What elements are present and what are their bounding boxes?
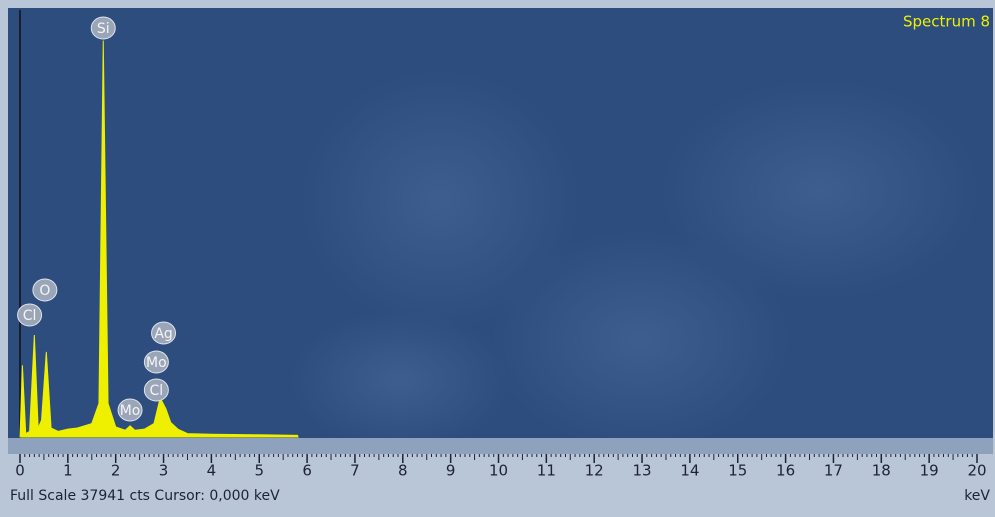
x-tick-label: 5 <box>254 462 264 480</box>
annotation-label: Mo <box>146 355 167 371</box>
annotation-label: Si <box>97 21 110 37</box>
annotation-label: Cl <box>23 308 37 324</box>
annotation-label: Cl <box>150 383 164 399</box>
axis-band <box>8 438 993 454</box>
chart: Spectrum 8 Full Scale 37941 cts Cursor: … <box>0 0 995 517</box>
footer-info: Full Scale 37941 cts Cursor: 0,000 keV <box>10 488 280 504</box>
x-tick-label: 2 <box>111 462 121 480</box>
x-tick-label: 8 <box>398 462 408 480</box>
x-tick-label: 4 <box>207 462 217 480</box>
x-tick-label: 10 <box>489 462 508 480</box>
x-tick-label: 12 <box>585 462 604 480</box>
annotation-label: Ag <box>154 326 172 342</box>
x-tick-label: 0 <box>15 462 25 480</box>
x-tick-label: 14 <box>680 462 699 480</box>
x-axis-label: keV <box>964 488 990 504</box>
x-tick-label: 6 <box>302 462 312 480</box>
x-tick-label: 11 <box>537 462 556 480</box>
x-tick-label: 18 <box>872 462 891 480</box>
x-tick-label: 17 <box>824 462 843 480</box>
background-blob <box>490 230 790 450</box>
background-blob <box>290 310 510 450</box>
x-tick-label: 3 <box>159 462 169 480</box>
x-tick-label: 16 <box>776 462 795 480</box>
annotation-label: O <box>39 283 50 299</box>
x-tick-label: 19 <box>920 462 939 480</box>
x-tick-label: 1 <box>63 462 73 480</box>
x-tick-label: 13 <box>633 462 652 480</box>
x-tick-label: 9 <box>446 462 456 480</box>
annotation-label: Mo <box>120 403 141 419</box>
x-tick-label: 15 <box>728 462 747 480</box>
spectrum-title: Spectrum 8 <box>903 13 990 31</box>
x-tick-label: 7 <box>350 462 360 480</box>
x-tick-label: 20 <box>967 462 986 480</box>
